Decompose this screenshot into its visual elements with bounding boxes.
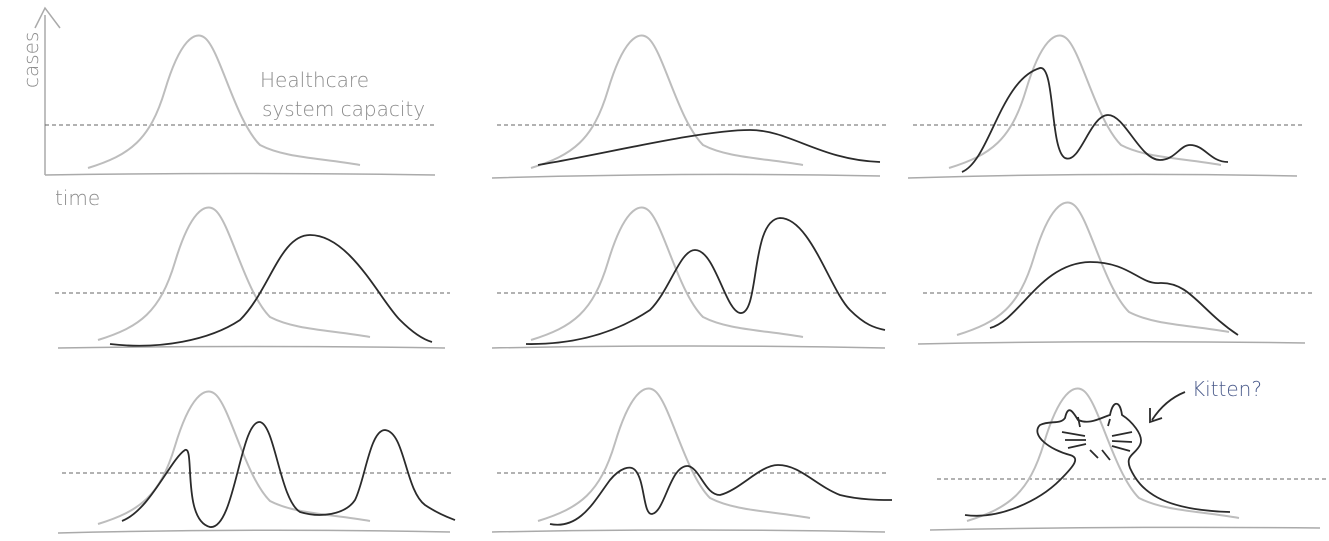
capacity-label: Healthcare: [260, 68, 369, 92]
capacity-lines: [45, 124, 1327, 480]
reference-curves: [87, 34, 1240, 525]
axes: cases time: [19, 6, 100, 210]
y-axis-label: cases: [19, 32, 43, 88]
x-axis-label: time: [55, 186, 100, 210]
capacity-label: system capacity: [262, 97, 425, 121]
kitten-label: Kitten?: [1192, 377, 1262, 401]
scenario-curves: [109, 67, 1239, 528]
annotations: Healthcare system capacity Kitten?: [260, 68, 1262, 401]
baselines: [44, 172, 1321, 534]
